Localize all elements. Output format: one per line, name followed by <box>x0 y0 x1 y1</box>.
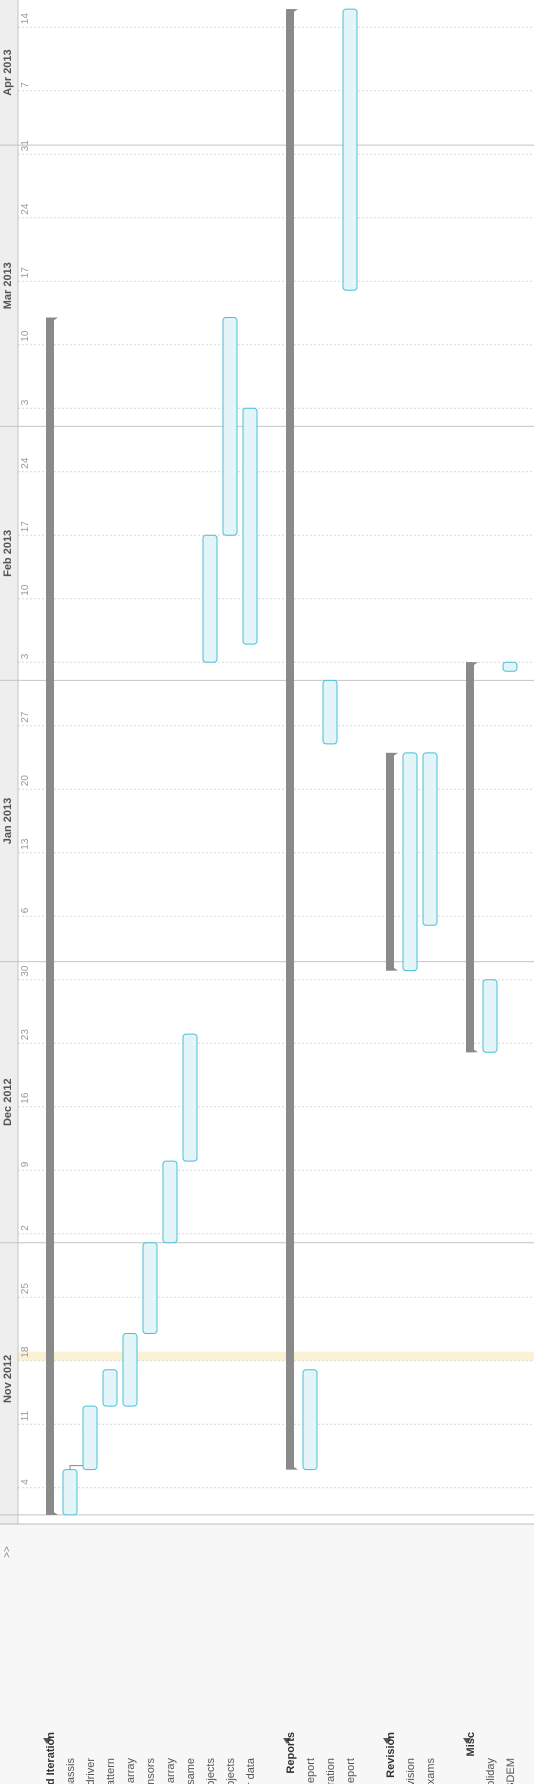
task-label[interactable]: Progress Report <box>305 1758 317 1784</box>
task-list-background <box>0 1524 534 1784</box>
task-label[interactable]: Mid-term Demonstration <box>325 1758 337 1784</box>
group-summary-bar[interactable] <box>46 317 58 1515</box>
task-bar[interactable] <box>62 1469 78 1516</box>
task-bar[interactable] <box>322 679 338 745</box>
group-label[interactable]: Misc <box>465 1732 477 1756</box>
task-bar[interactable] <box>422 752 438 926</box>
task-bar[interactable] <box>162 1160 178 1244</box>
tick-label-layer: 4111825291623306132027310172431017243171… <box>20 13 31 1485</box>
tick-label: 10 <box>20 584 31 596</box>
tick-label: 25 <box>20 1283 31 1295</box>
task-label[interactable]: Dodge objects in front using IR sensors <box>145 1758 157 1784</box>
tick-label: 9 <box>20 1161 31 1167</box>
task-bar[interactable] <box>82 1405 98 1471</box>
collapse-triangle-icon[interactable] <box>283 1738 291 1744</box>
task-label[interactable]: Build and test motor driver <box>85 1758 97 1784</box>
task-bar[interactable] <box>122 1333 138 1407</box>
group-label[interactable]: Reports <box>285 1732 297 1774</box>
month-label: Apr 2013 <box>2 49 14 95</box>
task-bar[interactable] <box>302 1369 318 1471</box>
tick-label: 7 <box>20 82 31 88</box>
month-label: Dec 2012 <box>2 1078 14 1126</box>
header-background <box>0 0 18 1784</box>
tick-label: 30 <box>20 965 31 977</box>
task-label[interactable]: Christmas Holiday <box>485 1758 497 1784</box>
task-bar[interactable] <box>142 1242 158 1335</box>
month-label: Nov 2012 <box>2 1355 14 1403</box>
task-label[interactable]: Implement both IR and Sonar at the same <box>185 1758 197 1784</box>
task-label[interactable]: Build and test IR sensor array <box>125 1758 137 1784</box>
collapse-triangle-icon[interactable] <box>383 1738 391 1744</box>
month-label: Feb 2013 <box>2 530 14 577</box>
collapse-triangle-icon[interactable] <box>463 1738 471 1744</box>
task-bar[interactable] <box>402 752 418 972</box>
task-label[interactable]: Visualise sensor data <box>245 1757 257 1784</box>
grid-layer <box>18 26 534 1489</box>
today-marker-layer <box>18 1351 534 1361</box>
group-label[interactable]: Revision <box>385 1732 397 1778</box>
month-label: Mar 2013 <box>2 262 14 309</box>
task-label[interactable]: Semester 1 Exams <box>425 1758 437 1784</box>
tick-label: 2 <box>20 1225 31 1231</box>
task-bar[interactable] <box>342 8 358 291</box>
tick-label: 20 <box>20 775 31 787</box>
tick-label: 23 <box>20 1029 31 1041</box>
today-highlight <box>18 1351 534 1361</box>
tick-label: 17 <box>20 521 31 533</box>
task-bar[interactable] <box>242 407 258 645</box>
tick-label: 3 <box>20 653 31 659</box>
expand-toggle-button[interactable]: >> <box>2 1546 13 1558</box>
month-label: Jan 2013 <box>2 798 14 844</box>
month-label-layer: Nov 2012 Dec 2012 Jan 2013 Feb 2013 Mar 2013… <box>0 0 534 1525</box>
tick-label: 24 <box>20 457 31 469</box>
tick-label: 16 <box>20 1092 31 1104</box>
tick-label: 24 <box>20 203 31 215</box>
task-bar[interactable] <box>482 979 498 1053</box>
task-label-layer: Second Iteration Construct chassis Build a… <box>43 1732 517 1784</box>
tick-label: 3 <box>20 399 31 405</box>
group-summary-bar[interactable] <box>286 9 298 1470</box>
task-label[interactable]: Robot drive in set pattern <box>105 1758 117 1784</box>
tick-label: 27 <box>20 711 31 723</box>
tick-label: 10 <box>20 330 31 342</box>
bar-layer <box>46 8 518 1516</box>
tick-label: 13 <box>20 838 31 850</box>
task-label[interactable]: Revision <box>405 1758 417 1784</box>
group-summary-bar[interactable] <box>386 752 398 971</box>
task-label[interactable]: Detect smaller objects <box>205 1758 217 1784</box>
task-bar[interactable] <box>182 1033 198 1162</box>
group-summary-bar[interactable] <box>466 662 478 1053</box>
task-label[interactable]: Build and test Sonar array <box>165 1758 177 1784</box>
tick-label: 6 <box>20 907 31 913</box>
tick-label: 14 <box>20 13 31 25</box>
task-label[interactable]: Construct chassis <box>65 1758 77 1784</box>
tick-label: 4 <box>20 1479 31 1485</box>
collapse-triangle-icon[interactable] <box>43 1738 51 1744</box>
task-bar[interactable] <box>222 317 238 536</box>
tick-label: 11 <box>20 1410 31 1421</box>
task-label[interactable]: Avoid the smaller objects <box>225 1758 237 1784</box>
task-label[interactable]: FOSDEM <box>505 1758 517 1784</box>
group-label[interactable]: Second Iteration <box>45 1732 57 1784</box>
task-label[interactable]: Final Report <box>345 1758 357 1784</box>
tick-label: 18 <box>20 1346 31 1358</box>
tick-label: 17 <box>20 267 31 279</box>
task-bar[interactable] <box>202 534 218 663</box>
task-bar[interactable] <box>502 661 518 672</box>
task-bar[interactable] <box>102 1369 118 1407</box>
